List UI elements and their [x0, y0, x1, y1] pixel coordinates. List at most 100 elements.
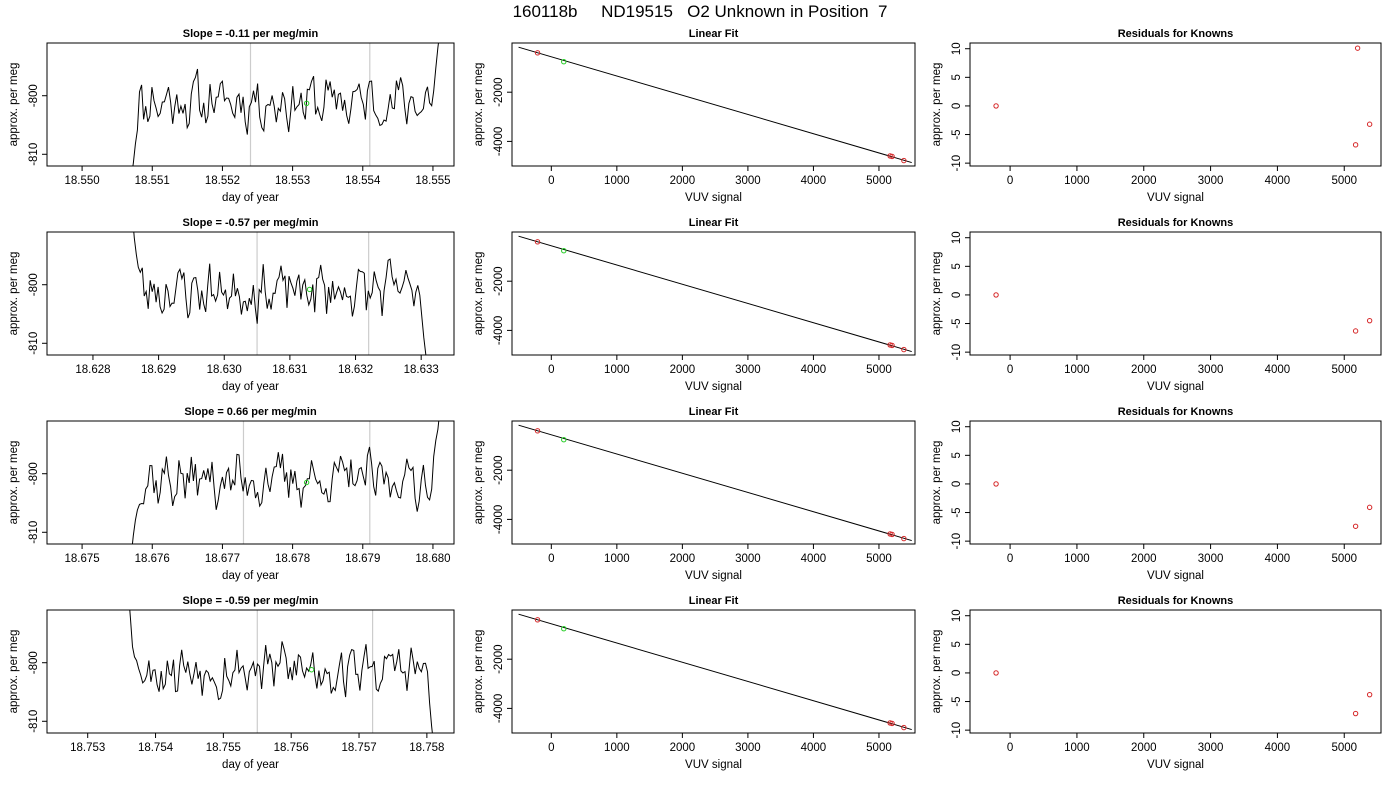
- y-tick-label: -10: [951, 533, 963, 550]
- y-tick-label: -810: [28, 521, 40, 544]
- y-tick-label: 10: [951, 420, 963, 433]
- x-axis-label: VUV signal: [685, 192, 742, 204]
- panel-title: Residuals for Knowns: [1118, 28, 1234, 40]
- x-tick-label: 5000: [1331, 175, 1357, 187]
- y-tick-label: -810: [28, 143, 40, 166]
- plot-area: [518, 613, 912, 731]
- linear-fit-row-1: Linear Fit 0 1000 2000 3000 4000 5000 -2000 -400…: [473, 28, 916, 204]
- y-tick-label: -800: [28, 462, 40, 485]
- y-tick-label: -2000: [493, 644, 505, 673]
- x-tick-label: 4000: [801, 175, 827, 187]
- x-tick-label: 1000: [604, 364, 630, 376]
- panel-title: Slope = 0.66 per meg/min: [184, 406, 317, 418]
- panel-title: Slope = -0.57 per meg/min: [182, 217, 318, 229]
- x-tick-label: 2000: [670, 364, 696, 376]
- linear-fit-row-4: Linear Fit 0 1000 2000 3000 4000 5000 -2000 -400…: [473, 595, 916, 771]
- x-tick-label: 18.630: [207, 364, 242, 376]
- y-tick-label: -2000: [493, 77, 505, 106]
- plot-frame: [969, 231, 1382, 356]
- x-tick-label: 4000: [1265, 364, 1291, 376]
- panel-title: Slope = -0.59 per meg/min: [182, 595, 318, 607]
- known-point: [901, 157, 907, 164]
- panel-title: Residuals for Knowns: [1118, 406, 1234, 418]
- x-tick-label: 18.550: [64, 175, 99, 187]
- x-tick-label: 18.756: [274, 742, 309, 754]
- x-tick-label: 18.757: [341, 742, 376, 754]
- x-tick-label: 4000: [1265, 742, 1291, 754]
- y-axis-label: approx. per meg: [931, 252, 943, 336]
- plot-area: [129, 610, 433, 733]
- data-trace-line: [132, 43, 439, 166]
- plot-frame: [511, 231, 916, 356]
- y-tick-label: 5: [951, 452, 963, 458]
- known-point: [534, 50, 541, 56]
- plot-area: [993, 481, 1373, 529]
- x-tick-label: 18.552: [205, 175, 240, 187]
- plot-area: [518, 424, 912, 542]
- y-tick-label: -5: [951, 318, 963, 328]
- residuals-row-4: Residuals for Knowns 0 1000 2000 3000 4000 500…: [931, 595, 1382, 771]
- unknown-point: [303, 100, 310, 107]
- unknown-point: [561, 247, 567, 254]
- x-axis-label: VUV signal: [1147, 192, 1204, 204]
- time-series-row-4: Slope = -0.59 per meg/min 18.753 18.754 18.…: [8, 595, 455, 771]
- fit-line: [518, 613, 912, 731]
- x-tick-label: 2000: [1131, 553, 1157, 565]
- x-tick-label: 4000: [1265, 553, 1291, 565]
- plot-area: [131, 421, 440, 544]
- x-tick-label: 3000: [1198, 553, 1224, 565]
- y-tick-label: -10: [951, 344, 963, 361]
- known-point: [901, 535, 907, 542]
- plot-area: [518, 46, 912, 164]
- x-axis-label: VUV signal: [1147, 759, 1204, 771]
- y-tick-label: -810: [28, 332, 40, 355]
- time-series-row-2: Slope = -0.57 per meg/min 18.628 18.629 18.…: [8, 217, 455, 393]
- y-tick-label: -2000: [493, 455, 505, 484]
- known-point: [534, 617, 541, 623]
- fit-line: [518, 235, 912, 353]
- y-axis-label: approx. per meg: [473, 441, 485, 525]
- fit-line: [518, 424, 912, 542]
- residual-point: [993, 292, 999, 298]
- x-tick-label: 18.678: [275, 553, 310, 565]
- y-tick-label: 10: [951, 231, 963, 244]
- y-tick-label: -4000: [493, 694, 505, 723]
- known-point: [901, 346, 907, 353]
- residual-point: [993, 481, 999, 487]
- x-tick-label: 2000: [670, 553, 696, 565]
- x-tick-label: 18.554: [345, 175, 381, 187]
- x-tick-label: 1000: [1064, 364, 1090, 376]
- x-tick-label: 18.675: [64, 553, 99, 565]
- x-tick-label: 5000: [866, 742, 892, 754]
- x-tick-label: 2000: [1131, 175, 1157, 187]
- linear-fit-row-3: Linear Fit 0 1000 2000 3000 4000 5000 -2000 -400…: [473, 406, 916, 582]
- residual-point: [1352, 142, 1359, 148]
- x-axis-label: VUV signal: [685, 759, 742, 771]
- residual-point: [1366, 691, 1373, 698]
- known-point: [889, 153, 895, 160]
- x-tick-label: 0: [1007, 553, 1013, 565]
- plot-frame: [46, 609, 455, 734]
- x-axis-label: VUV signal: [685, 381, 742, 393]
- y-tick-label: -800: [28, 651, 40, 674]
- plot-area: [993, 292, 1373, 334]
- x-axis-label: day of year: [222, 192, 279, 204]
- figure-title: 160118b ND19515 O2 Unknown in Position 7: [512, 2, 888, 21]
- known-point: [889, 720, 895, 727]
- y-tick-label: -10: [951, 722, 963, 739]
- x-tick-label: 0: [548, 175, 554, 187]
- x-tick-label: 4000: [1265, 175, 1291, 187]
- plot-frame: [969, 609, 1382, 734]
- data-trace-line: [131, 421, 440, 544]
- plot-area: [993, 45, 1373, 148]
- y-tick-label: 0: [951, 670, 963, 676]
- x-tick-label: 18.628: [75, 364, 110, 376]
- y-tick-label: 0: [951, 481, 963, 487]
- x-tick-label: 2000: [1131, 364, 1157, 376]
- residual-point: [1354, 45, 1361, 51]
- plot-frame: [46, 42, 455, 167]
- residuals-row-3: Residuals for Knowns 0 1000 2000 3000 4000 500…: [931, 406, 1382, 582]
- x-tick-label: 3000: [1198, 742, 1224, 754]
- x-tick-label: 2000: [1131, 742, 1157, 754]
- plot-frame: [46, 420, 455, 545]
